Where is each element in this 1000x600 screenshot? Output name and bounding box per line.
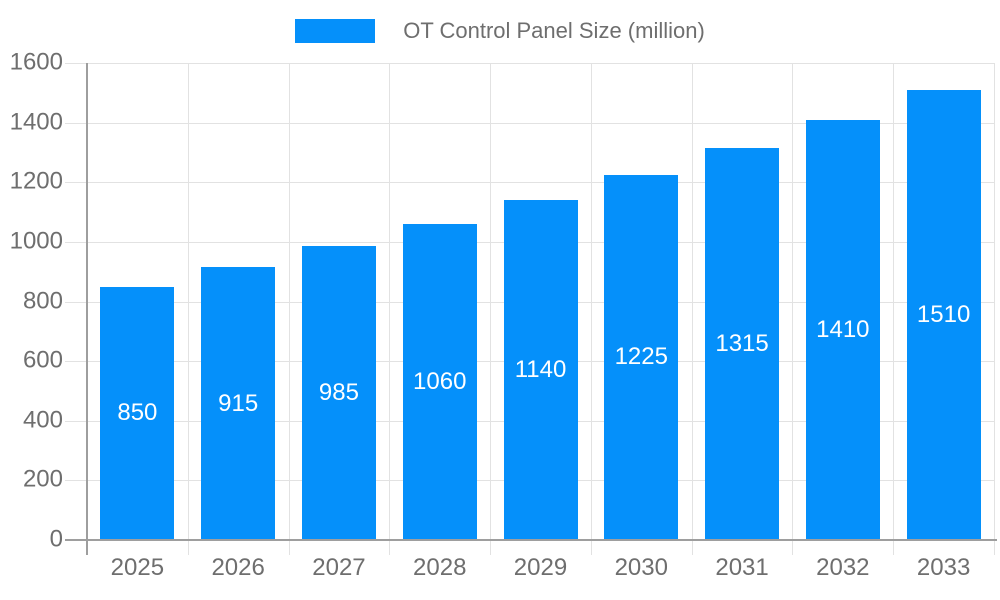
x-tick-label: 2026	[211, 554, 265, 581]
y-tick-label: 600	[22, 346, 63, 374]
gridline-vertical	[792, 63, 794, 555]
bar[interactable]	[201, 267, 276, 540]
gridline-vertical	[691, 63, 693, 555]
legend-swatch	[295, 19, 376, 43]
bar[interactable]	[402, 223, 477, 540]
bar[interactable]	[604, 174, 679, 540]
bar[interactable]	[805, 119, 880, 540]
bar[interactable]	[906, 89, 981, 540]
bar-value-label: 1060	[413, 367, 467, 395]
gridline-horizontal	[65, 63, 994, 64]
x-tick-label: 2025	[110, 554, 165, 581]
x-tick-label: 2029	[513, 554, 568, 581]
bar[interactable]	[705, 147, 780, 540]
bar-value-label: 915	[218, 389, 259, 417]
gridline-vertical	[590, 63, 592, 555]
y-tick-label: 1400	[9, 108, 63, 136]
y-tick-label: 200	[22, 465, 63, 493]
bar-value-label: 1225	[614, 343, 668, 371]
y-tick-label: 1600	[9, 48, 63, 76]
legend-label: OT Control Panel Size (million)	[403, 18, 705, 43]
x-axis-line	[65, 539, 997, 541]
bar[interactable]	[301, 246, 376, 540]
y-tick-label: 0	[49, 525, 63, 553]
bar[interactable]	[100, 286, 175, 540]
x-tick-label: 2032	[816, 554, 870, 581]
x-tick-label: 2027	[312, 554, 366, 581]
bar-value-label: 850	[117, 399, 158, 427]
bar-value-label: 985	[318, 379, 359, 407]
y-tick-label: 1200	[9, 167, 63, 195]
gridline-vertical	[994, 63, 995, 555]
x-tick-label: 2033	[916, 554, 971, 581]
bar-value-label: 1410	[816, 315, 870, 343]
x-tick-label: 2028	[413, 554, 467, 581]
bar-value-label: 1315	[715, 329, 769, 357]
y-tick-label: 800	[22, 287, 63, 315]
gridline-vertical	[893, 63, 895, 555]
gridline-vertical	[389, 63, 391, 555]
y-tick-label: 400	[22, 406, 63, 434]
bar-value-label: 1140	[514, 356, 567, 384]
bar-value-label: 1510	[916, 300, 971, 328]
legend[interactable]: OT Control Panel Size (million)	[0, 18, 1000, 44]
x-tick-label: 2031	[715, 554, 769, 581]
bar[interactable]	[503, 200, 578, 540]
gridline-vertical	[288, 63, 290, 555]
gridline-vertical	[187, 63, 189, 555]
gridline-horizontal	[65, 122, 994, 124]
y-tick-label: 1000	[9, 227, 63, 255]
gridline-horizontal	[65, 182, 994, 184]
gridline-vertical	[490, 63, 492, 555]
y-axis-line	[86, 63, 88, 555]
x-tick-label: 2030	[614, 554, 668, 581]
